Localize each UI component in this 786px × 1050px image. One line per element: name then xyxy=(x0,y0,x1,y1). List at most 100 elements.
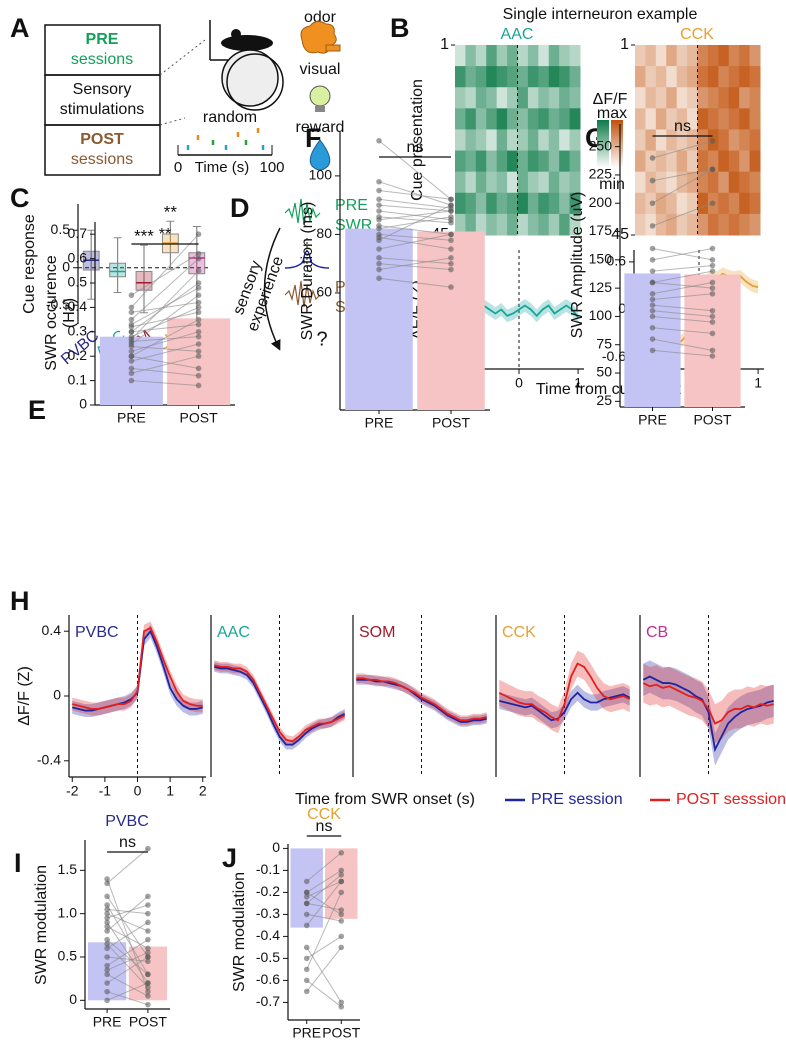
heatmap-cell xyxy=(707,171,719,194)
error-band xyxy=(499,684,630,729)
label: PRE xyxy=(86,31,119,48)
heatmap-cell xyxy=(559,150,571,173)
error-band xyxy=(643,663,774,743)
y-tick-label: 0.6 xyxy=(607,253,627,269)
y-tick-label: 125 xyxy=(589,279,613,295)
y-tick-label: -0.2 xyxy=(256,883,280,899)
heatmap-cell xyxy=(517,150,529,173)
error-band xyxy=(356,674,487,727)
heatmap-cell xyxy=(486,150,498,173)
pair-line xyxy=(306,852,342,882)
heatmap-cell xyxy=(707,150,719,173)
y-tick-label: -0.5 xyxy=(256,949,280,965)
heatmap-cell xyxy=(697,192,709,215)
heatmap-cell xyxy=(496,213,508,236)
pair-line xyxy=(131,270,199,340)
data-point xyxy=(448,255,454,261)
heatmap-cell xyxy=(666,171,678,194)
data-point xyxy=(195,250,202,257)
y-tick-label: 225 xyxy=(589,166,613,182)
data-point xyxy=(649,279,656,286)
heatmap-cell xyxy=(739,129,751,152)
label: sessions xyxy=(71,151,133,168)
bulb-icon xyxy=(315,106,325,112)
data-point xyxy=(303,955,310,962)
label: visual xyxy=(300,61,341,78)
pair-line xyxy=(378,257,452,271)
heatmap-cell xyxy=(507,192,518,215)
heatmap-cell xyxy=(507,150,518,173)
heatmap-cell xyxy=(538,66,550,88)
pair-line xyxy=(652,315,713,323)
swr-wave xyxy=(284,198,321,226)
data-point xyxy=(303,966,310,973)
pair-line xyxy=(131,355,199,374)
pair-line xyxy=(306,913,342,922)
panel-a: PRE sessions Sensory stimulations POST s… xyxy=(44,9,344,176)
line xyxy=(498,662,631,722)
data-point xyxy=(195,382,202,389)
data-point xyxy=(128,338,135,345)
pair-line xyxy=(378,216,452,230)
data-point xyxy=(303,922,310,929)
data-point xyxy=(448,205,454,211)
y-tick-label: 0.1 xyxy=(68,371,88,387)
y-tick-label: 0.5 xyxy=(58,948,78,964)
pair-line xyxy=(652,140,713,159)
heatmap-cell xyxy=(676,129,688,152)
x-tick-label: 0 xyxy=(515,375,523,391)
y-tick-label: 0 xyxy=(79,396,87,412)
data-point xyxy=(338,918,345,924)
x-tick-label: 2 xyxy=(199,783,207,799)
pair-line xyxy=(652,248,713,261)
heatmap-cell xyxy=(548,66,560,88)
heatmap-cell xyxy=(718,192,730,215)
data-point xyxy=(145,984,151,991)
heatmap-cell xyxy=(645,150,657,173)
data-point xyxy=(709,262,716,269)
data-point xyxy=(195,372,202,379)
y-tick-label: 0 xyxy=(272,839,280,855)
data-point xyxy=(195,304,202,311)
heatmap-cell xyxy=(475,108,487,130)
data-point xyxy=(104,941,110,947)
data-point xyxy=(376,260,382,267)
heatmap-cell xyxy=(666,45,678,67)
data-point xyxy=(338,850,345,856)
heatmap-cell xyxy=(739,171,751,194)
data-point xyxy=(128,370,135,377)
heatmap-cell xyxy=(465,129,477,152)
data-point xyxy=(104,971,110,978)
heatmap-cell xyxy=(687,66,698,88)
pair-line xyxy=(131,258,199,320)
heatmap-cell xyxy=(655,87,667,109)
heatmap-cell xyxy=(707,213,719,236)
data-point xyxy=(128,348,135,355)
heatmap-cell xyxy=(728,45,740,67)
data-point xyxy=(338,889,345,896)
heatmap-cell xyxy=(517,45,529,67)
data-point xyxy=(448,196,454,203)
data-point xyxy=(128,292,135,299)
heatmap-cell xyxy=(538,108,550,130)
pair-line xyxy=(131,323,199,333)
label: POST xyxy=(80,131,124,148)
heatmap-cell xyxy=(507,213,518,236)
pair-line xyxy=(106,896,149,958)
heatmap-cell xyxy=(465,108,477,130)
y-tick-label: 0.5 xyxy=(51,221,71,237)
data-point xyxy=(649,200,656,207)
heatmap-cell xyxy=(749,87,761,109)
heatmap-cell xyxy=(655,171,667,194)
chart-title: PVBC xyxy=(75,624,119,641)
error-band xyxy=(72,624,203,718)
data-point xyxy=(128,329,135,335)
bulb-icon xyxy=(309,85,331,107)
heatmap-cell xyxy=(739,87,751,109)
pair-line xyxy=(106,973,149,997)
chart-title: PVBC xyxy=(105,813,149,830)
line xyxy=(642,675,774,753)
y-axis-label: ΔF/F (Z) xyxy=(16,666,33,726)
heatmap-cell xyxy=(538,45,550,67)
heatmap-cell xyxy=(749,192,761,215)
